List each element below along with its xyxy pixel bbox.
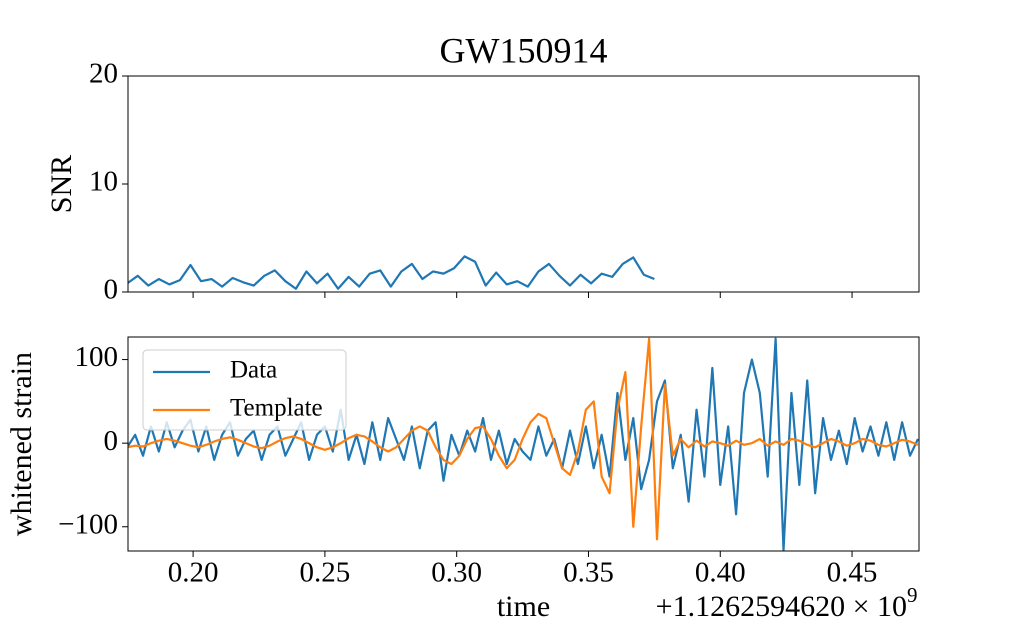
y-tick-label: 0	[104, 274, 119, 306]
y-axis-label: whitened strain	[5, 352, 38, 536]
y-tick-label: 100	[75, 341, 119, 373]
series-line	[128, 337, 919, 551]
y-tick-label: 20	[89, 58, 118, 90]
series-line	[128, 255, 655, 290]
y-tick-label: 0	[104, 425, 119, 457]
series-line	[128, 337, 919, 541]
x-tick-label: 0.35	[563, 557, 614, 589]
axes-frame	[127, 75, 920, 293]
x-offset: +1.1262594620 × 10	[656, 590, 907, 623]
y-tick-label: 10	[89, 166, 118, 198]
y-tick-label: −100	[58, 508, 118, 540]
chart-title: GW150914	[440, 30, 608, 70]
x-tick-label: 0.25	[300, 557, 351, 589]
x-tick-label: 0.20	[168, 557, 219, 589]
x-tick-label: 0.30	[431, 557, 482, 589]
axes-frame	[127, 336, 920, 552]
legend-label: Template	[230, 395, 323, 422]
x-tick-label: 0.40	[695, 557, 746, 589]
legend-label: Data	[230, 357, 277, 384]
x-offset-exponent: 9	[907, 583, 918, 607]
x-tick-label: 0.45	[827, 557, 878, 589]
x-axis-label: time	[497, 590, 550, 623]
y-axis-label: SNR	[45, 155, 78, 213]
